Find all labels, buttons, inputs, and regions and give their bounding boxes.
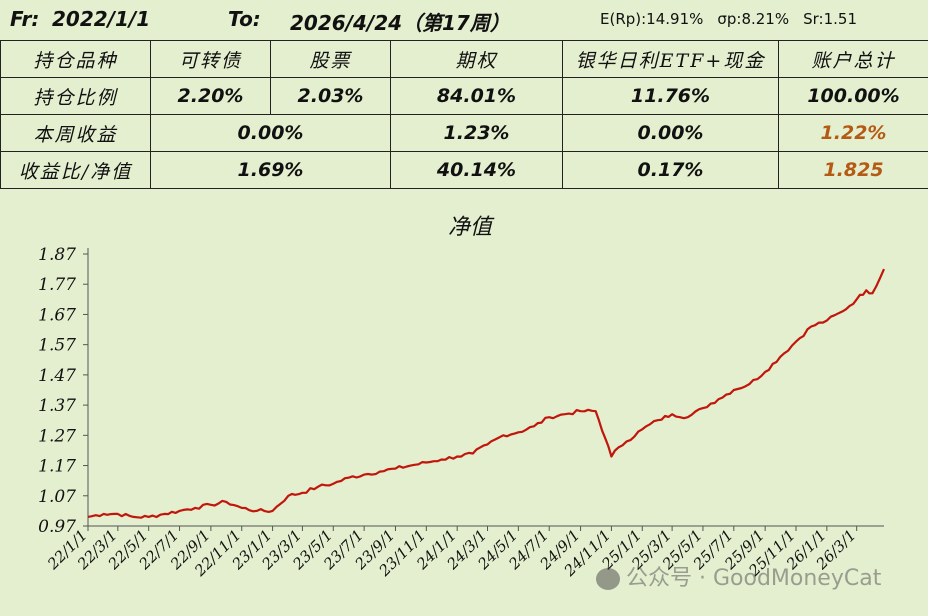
sharpe-ratio: Sr:1.51	[803, 10, 857, 28]
table-row: 持仓比例 2.20% 2.03% 84.01% 11.76% 100.00%	[0, 77, 928, 115]
y-tick-label: 1.37	[38, 396, 76, 416]
header-cell: 账户总计	[778, 40, 928, 78]
y-axis: 0.97 1.07 1.17 1.27 1.37 1.47 1.57 1.67 1.77 1.87	[38, 245, 89, 537]
table-cell: 0.00%	[150, 114, 391, 152]
expected-return: E(Rp):14.91%	[600, 10, 704, 28]
table-cell: 1.69%	[150, 151, 391, 189]
row-label: 收益比/净值	[0, 151, 151, 189]
watermark: 公众号 · GoodMoneyCat	[596, 560, 881, 592]
y-tick-label: 1.77	[38, 275, 76, 295]
header-cell: 期权	[390, 40, 563, 78]
table-row: 收益比/净值 1.69% 40.14% 0.17% 1.825	[0, 151, 928, 189]
wechat-icon	[596, 568, 620, 590]
table-cell: 11.76%	[562, 77, 779, 115]
row-label: 持仓比例	[0, 77, 151, 115]
y-tick-label: 1.57	[38, 336, 76, 356]
row-label: 本周收益	[0, 114, 151, 152]
header-cell: 股票	[270, 40, 391, 78]
header-cell: 可转债	[150, 40, 271, 78]
table-row: 本周收益 0.00% 1.23% 0.00% 1.22%	[0, 114, 928, 152]
from-date: 2022/1/1	[52, 7, 151, 31]
table-cell: 1.22%	[778, 114, 928, 152]
y-tick-label: 1.27	[38, 426, 76, 446]
table-cell: 2.03%	[270, 77, 391, 115]
stats-summary: E(Rp):14.91% σp:8.21% Sr:1.51	[600, 10, 871, 28]
from-label: Fr:	[10, 7, 40, 31]
table-cell: 40.14%	[390, 151, 563, 189]
volatility: σp:8.21%	[717, 10, 790, 28]
to-label: To:	[228, 7, 261, 31]
to-date: 2026/4/24（第17周）	[290, 11, 510, 35]
table-cell: 0.17%	[562, 151, 779, 189]
holdings-table: 持仓品种 可转债 股票 期权 银华日利ETF+现金 账户总计 持仓比例 2.20…	[0, 40, 928, 189]
y-tick-label: 1.67	[38, 305, 76, 325]
y-tick-label: 1.47	[38, 366, 76, 386]
table-cell: 2.20%	[150, 77, 271, 115]
header-bar: Fr: 2022/1/1 To: 2026/4/24（第17周） E(Rp):1…	[0, 0, 928, 40]
nav-chart: 净值 0.97 1.07 1.17 1.27 1.37 1.47 1.57 1.67 1.77 1…	[38, 215, 886, 580]
table-cell: 1.23%	[390, 114, 563, 152]
header-cell: 持仓品种	[0, 40, 151, 78]
y-tick-label: 1.07	[38, 487, 76, 507]
nav-line	[87, 268, 886, 519]
table-row: 持仓品种 可转债 股票 期权 银华日利ETF+现金 账户总计	[0, 40, 928, 78]
table-cell: 1.825	[778, 151, 928, 189]
header-cell: 银华日利ETF+现金	[562, 40, 779, 78]
chart-title: 净值	[448, 215, 495, 240]
table-cell: 84.01%	[390, 77, 563, 115]
table-cell: 0.00%	[562, 114, 779, 152]
y-tick-label: 1.17	[38, 457, 76, 477]
table-cell: 100.00%	[778, 77, 928, 115]
y-tick-label: 1.87	[38, 245, 76, 265]
y-tick-label: 0.97	[38, 517, 76, 537]
watermark-text: 公众号 · GoodMoneyCat	[626, 566, 882, 591]
